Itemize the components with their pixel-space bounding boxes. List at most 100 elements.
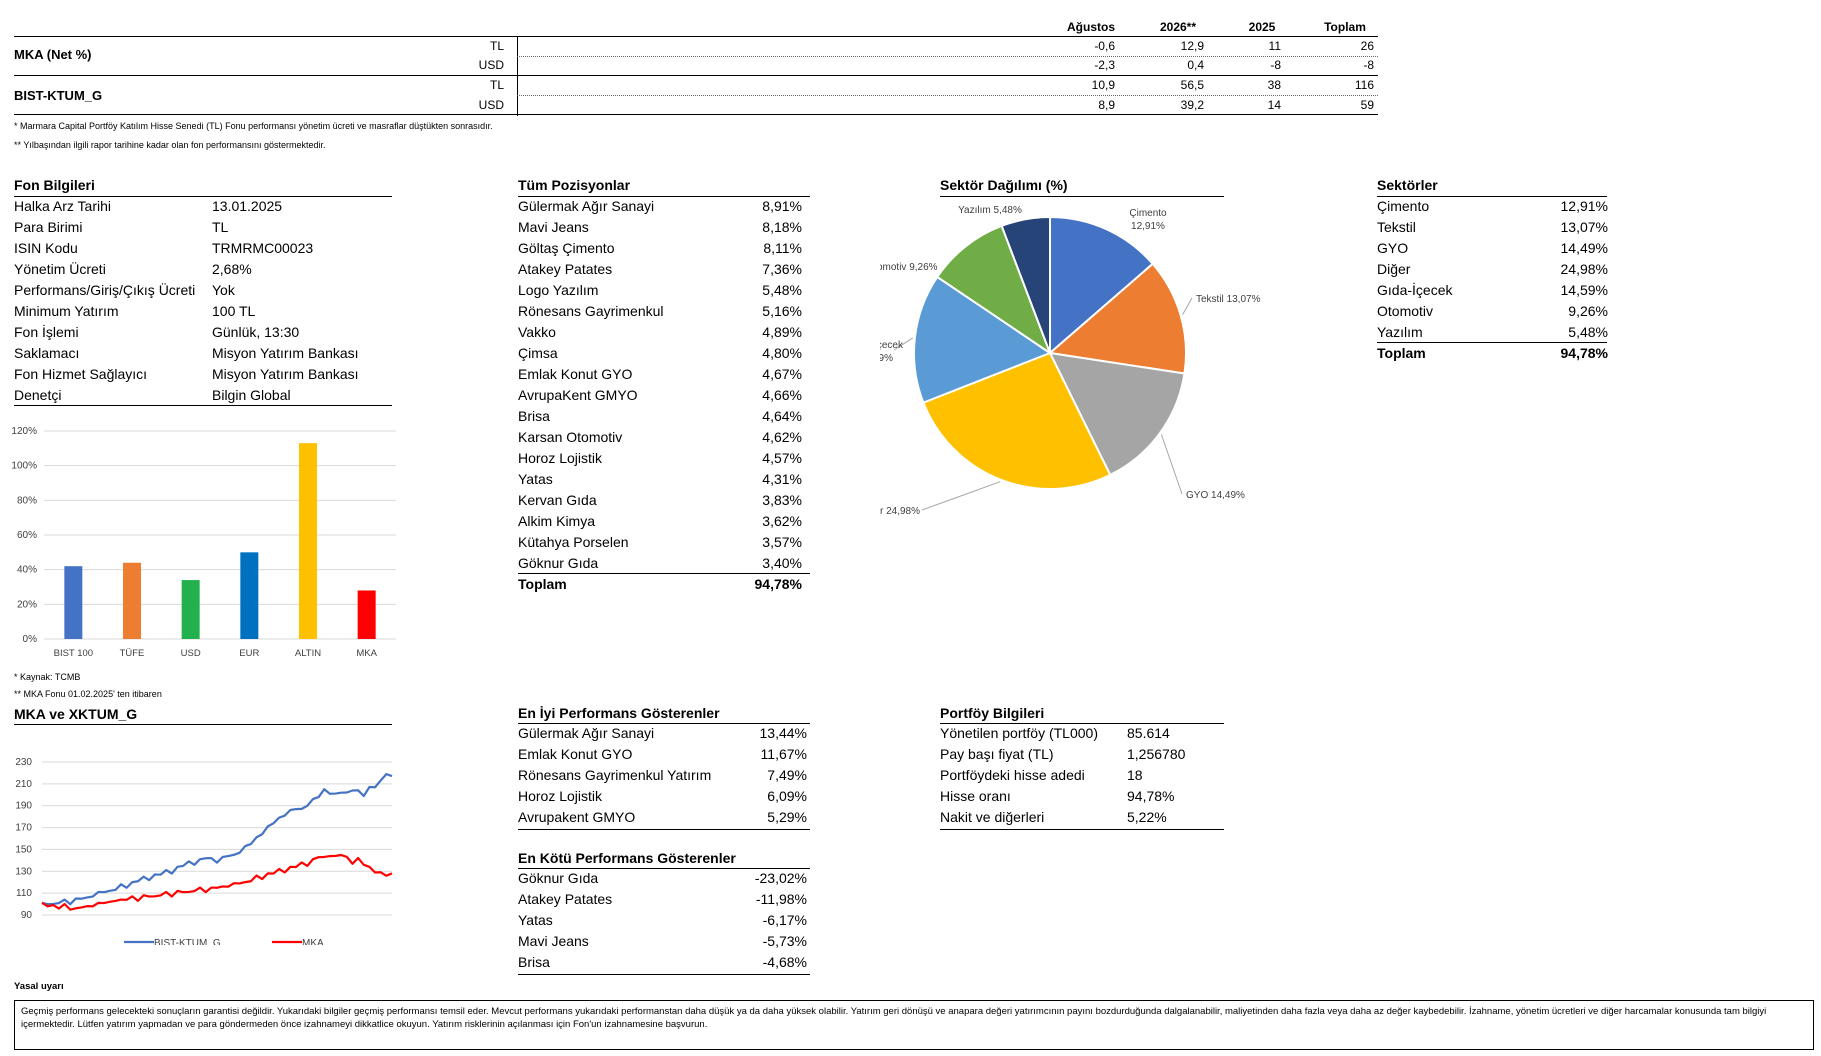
table-row: Karsan Otomotiv 4,62% bbox=[518, 429, 802, 450]
pie-label: Çimento 12,91% bbox=[1129, 208, 1167, 232]
y-tick-label: 20% bbox=[17, 599, 37, 610]
table-row: Mavi Jeans 8,18% bbox=[518, 219, 802, 240]
row-value: 8,18% bbox=[762, 219, 802, 235]
legend-label: MKA bbox=[302, 938, 324, 945]
legal-disclaimer: Geçmiş performans gelecekteki sonuçların… bbox=[14, 1000, 1814, 1050]
row-label: Emlak Konut GYO bbox=[518, 746, 633, 762]
pie-label-text: GYO 14,49% bbox=[1186, 490, 1245, 501]
portfolio-line bbox=[940, 829, 1224, 830]
pie-label-value: 13,07% bbox=[1227, 294, 1260, 305]
perf-divider bbox=[517, 36, 518, 116]
row-value: 12,91% bbox=[1560, 198, 1608, 214]
row-value: 4,57% bbox=[762, 450, 802, 466]
row-value: 8,11% bbox=[763, 240, 802, 256]
row-value: 3,62% bbox=[762, 513, 802, 529]
portfolio-line bbox=[940, 723, 1224, 724]
sector-total-label: Toplam bbox=[1377, 345, 1426, 361]
fund-info-line bbox=[14, 196, 392, 197]
y-tick-label: 90 bbox=[21, 910, 33, 921]
y-tick-label: 80% bbox=[17, 495, 37, 506]
y-tick-label: 150 bbox=[15, 844, 32, 855]
table-row: Göknur Gıda -23,02% bbox=[518, 870, 807, 891]
pie-label-text: Tekstil 13,07% bbox=[1196, 294, 1260, 305]
performance-bar-chart: 0% 20% 40% 60% 80% 100% 120% BIST 100 TÜFE USD EUR… bbox=[11, 426, 396, 659]
pie-label-name: Gıda-İçecek bbox=[880, 338, 904, 351]
positions-total-value: 94,78% bbox=[754, 576, 802, 592]
bar bbox=[181, 580, 200, 639]
legend-item: BIST-KTUM_G bbox=[124, 938, 221, 945]
x-tick-label: MKA bbox=[356, 648, 377, 659]
table-row: Göknur Gıda 3,40% bbox=[518, 555, 802, 576]
table-row: Çimsa 4,80% bbox=[518, 345, 802, 366]
row-label: Mavi Jeans bbox=[518, 219, 589, 235]
pie-label: GYO 14,49% bbox=[1186, 490, 1245, 501]
perf-cell: 56,5 bbox=[1180, 78, 1204, 92]
perf-cell: -8 bbox=[1363, 58, 1374, 72]
table-row: Fon İşlemi Günlük, 13:30 bbox=[14, 324, 392, 345]
perf-line bbox=[517, 56, 1378, 57]
perf-cell: 0,4 bbox=[1187, 58, 1204, 72]
row-label: Karsan Otomotiv bbox=[518, 429, 623, 445]
pie-label: Tekstil 13,07% bbox=[1196, 294, 1260, 305]
table-row: Saklamacı Misyon Yatırım Bankası bbox=[14, 345, 392, 366]
fund-info-line bbox=[14, 405, 392, 406]
pie-slice bbox=[1049, 215, 1155, 356]
row-value: TL bbox=[212, 219, 229, 235]
perf-header-2025: 2025 bbox=[1248, 20, 1276, 34]
perf-cell: 10,9 bbox=[1091, 78, 1115, 92]
pie-label-text: Diğer 24,98% bbox=[880, 506, 920, 517]
table-row: Emlak Konut GYO 4,67% bbox=[518, 366, 802, 387]
worst-line bbox=[518, 868, 810, 869]
x-tick-label: ALTIN bbox=[295, 648, 321, 659]
table-row: Atakey Patates -11,98% bbox=[518, 891, 807, 912]
row-label: Pay başı fiyat (TL) bbox=[940, 746, 1054, 762]
table-row: AvrupaKent GMYO 4,66% bbox=[518, 387, 802, 408]
table-row: Diğer 24,98% bbox=[1377, 261, 1608, 282]
positions-line bbox=[518, 196, 810, 197]
row-value: 13,07% bbox=[1560, 219, 1608, 235]
table-row: Gülermak Ağır Sanayi 8,91% bbox=[518, 198, 802, 219]
row-label: Nakit ve diğerleri bbox=[940, 809, 1045, 825]
perf-note: ** Yılbaşından ilgili rapor tarihine kad… bbox=[14, 140, 326, 150]
pie-label: Diğer 24,98% bbox=[880, 506, 920, 517]
row-label: Göltaş Çimento bbox=[518, 240, 615, 256]
positions-line bbox=[518, 573, 810, 574]
table-row: Yönetilen portföy (TL000) 85.614 bbox=[940, 725, 1224, 746]
worst-line bbox=[518, 974, 810, 975]
pie-slice bbox=[935, 224, 1053, 356]
row-value: 100 TL bbox=[212, 303, 256, 319]
row-value: 14,49% bbox=[1560, 240, 1608, 256]
table-row: Horoz Lojistik 4,57% bbox=[518, 450, 802, 471]
pie-leader-line bbox=[921, 481, 1001, 511]
table-row: Emlak Konut GYO 11,67% bbox=[518, 746, 807, 767]
row-value: 5,48% bbox=[762, 282, 802, 298]
table-row: Tekstil 13,07% bbox=[1377, 219, 1608, 240]
y-tick-label: 110 bbox=[16, 888, 32, 899]
row-value: 11,67% bbox=[760, 746, 807, 762]
table-row: Atakey Patates 7,36% bbox=[518, 261, 802, 282]
perf-row: MKA (Net %) TL -0,6 12,9 11 26 bbox=[14, 37, 1378, 62]
pie-line bbox=[940, 196, 1224, 197]
table-row: Göltaş Çimento 8,11% bbox=[518, 240, 802, 261]
perf-line bbox=[14, 75, 1378, 76]
row-label: Denetçi bbox=[14, 387, 62, 403]
sector-table-line bbox=[1377, 196, 1607, 197]
row-label: Gülermak Ağır Sanayi bbox=[518, 725, 655, 741]
row-label: Göknur Gıda bbox=[518, 555, 599, 571]
table-row: Mavi Jeans -5,73% bbox=[518, 933, 807, 954]
pie-label-name: Diğer bbox=[880, 506, 886, 517]
row-value: 4,31% bbox=[762, 471, 802, 487]
row-label: Logo Yazılım bbox=[518, 282, 599, 298]
row-label: Minimum Yatırım bbox=[14, 303, 119, 319]
table-row: Halka Arz Tarihi 13.01.2025 bbox=[14, 198, 392, 219]
x-tick-label: USD bbox=[181, 648, 201, 659]
pie-label-value: 12,91% bbox=[1131, 221, 1165, 232]
perf-cell: 11 bbox=[1268, 39, 1281, 53]
table-row: Rönesans Gayrimenkul 5,16% bbox=[518, 303, 802, 324]
row-value: 4,80% bbox=[762, 345, 802, 361]
row-value: 85.614 bbox=[1127, 725, 1170, 741]
table-row: Fon Hizmet Sağlayıcı Misyon Yatırım Banka… bbox=[14, 366, 392, 387]
table-row: Para Birimi TL bbox=[14, 219, 392, 240]
row-value: 94,78% bbox=[1127, 788, 1175, 804]
perf-line bbox=[14, 36, 1378, 37]
